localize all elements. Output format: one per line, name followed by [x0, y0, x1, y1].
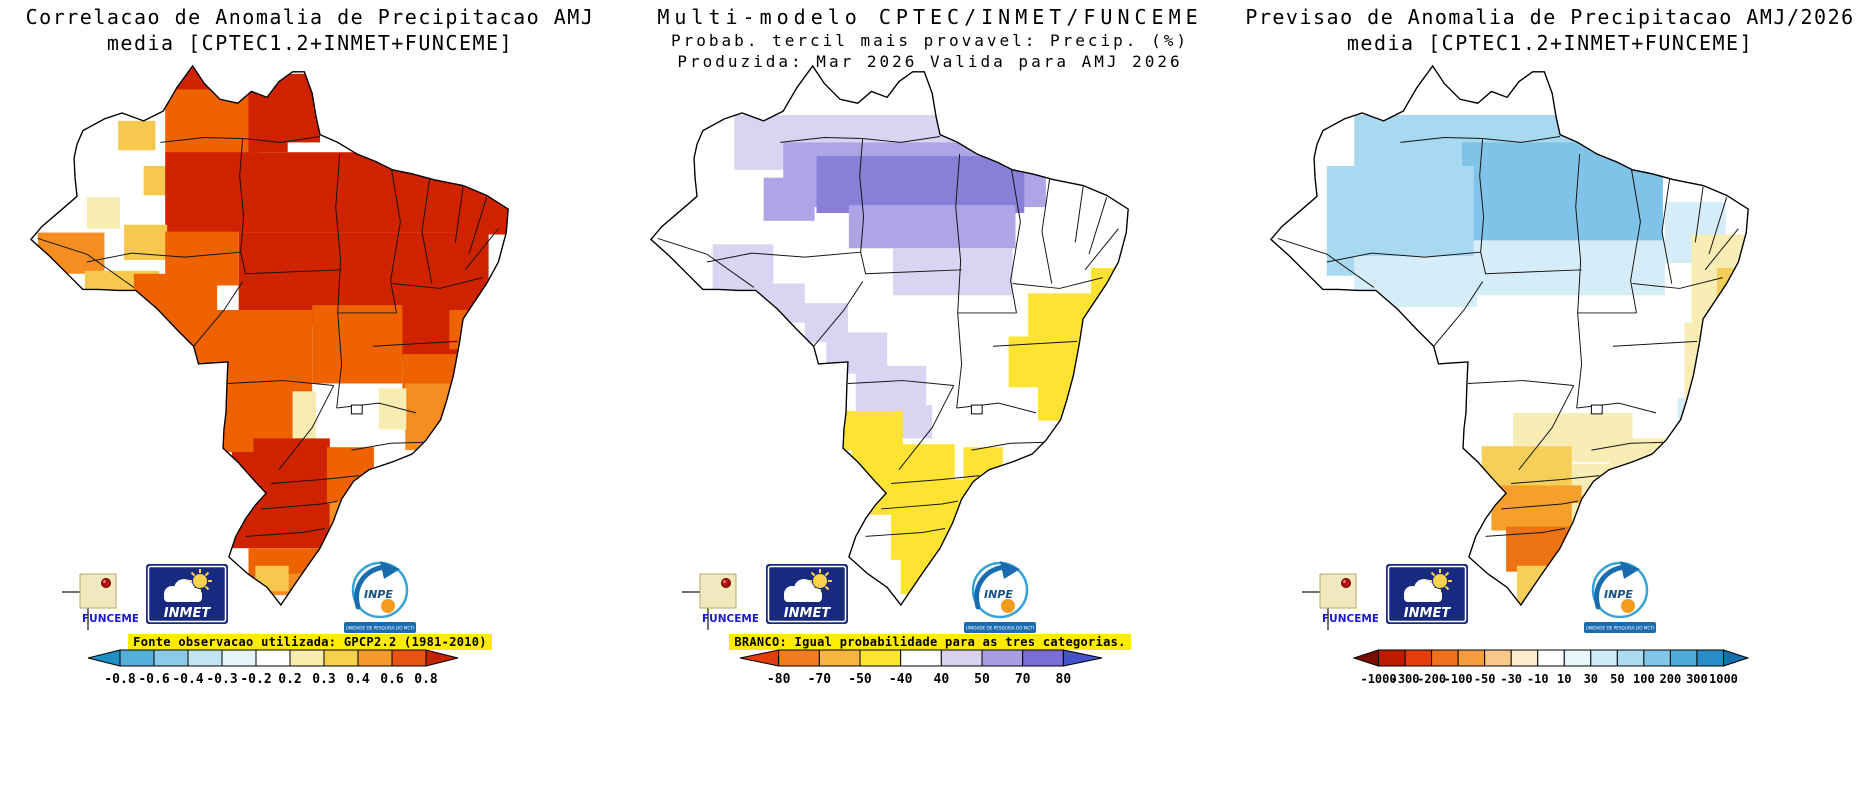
inpe-banner-label: UNIDADE DE PESQUISA DO MCTI [1586, 626, 1654, 631]
svg-text:-200: -200 [1417, 672, 1446, 686]
title-line: Multi-modelo CPTEC/INMET/FUNCEME [657, 5, 1203, 29]
inpe-label: INPE [984, 588, 1013, 601]
svg-text:30: 30 [1584, 672, 1598, 686]
svg-text:-80: -80 [767, 672, 791, 687]
funceme-square [1319, 573, 1357, 609]
panel-correlation: Correlacao de Anomalia de Precipitacao A… [0, 0, 620, 802]
inpe-label: INPE [1604, 588, 1633, 601]
svg-text:-100: -100 [1444, 672, 1473, 686]
funceme-dot [101, 578, 111, 588]
inpe-orange-dot [1001, 599, 1015, 613]
inpe-label: INPE [364, 588, 393, 601]
title-line: Probab. tercil mais provavel: Precip. (%… [671, 31, 1189, 50]
svg-text:-0.2: -0.2 [240, 672, 271, 687]
logo-row: FUNCEME INMET INPE UNIDADE DE PESQUISA D… [0, 560, 620, 638]
panel-correlation-title: Correlacao de Anomalia de Precipitacao A… [0, 4, 620, 56]
inmet-logo: INMET [766, 564, 848, 624]
svg-text:10: 10 [1557, 672, 1571, 686]
title-line: media [CPTEC1.2+INMET+FUNCEME] [1346, 31, 1754, 55]
title-line: Correlacao de Anomalia de Precipitacao A… [25, 5, 595, 29]
inpe-arrow [1000, 561, 1020, 579]
inmet-logo: INMET [146, 564, 228, 624]
brazil-map-anomaly [1269, 64, 1749, 607]
svg-text:300: 300 [1686, 672, 1708, 686]
panel-probability-title: Multi-modelo CPTEC/INMET/FUNCEME Probab.… [620, 4, 1240, 72]
inmet-label: INMET [784, 606, 832, 621]
inpe-arrow [1620, 561, 1640, 579]
panel-anomaly: Previsao de Anomalia de Precipitacao AMJ… [1240, 0, 1860, 802]
source-caption: Fonte observacao utilizada: GPCP2.2 (198… [128, 634, 492, 650]
inpe-banner [1584, 622, 1656, 633]
funceme-label: FUNCEME [702, 613, 758, 625]
funceme-label: FUNCEME [82, 613, 138, 625]
svg-text:50: 50 [1610, 672, 1624, 686]
svg-text:-30: -30 [1500, 672, 1522, 686]
svg-text:0.2: 0.2 [278, 672, 301, 687]
logo-row: FUNCEME INMET INPE UNIDADE DE PESQUISA D… [620, 560, 1240, 638]
colorbar-anomaly: -1000-300-200-100 -50 -30 -10 10 30 50 100 200 30… [1352, 649, 1750, 686]
brazil-map-probability [649, 64, 1129, 607]
svg-text:-40: -40 [889, 672, 913, 687]
inpe-swoosh [1594, 564, 1629, 610]
cloud-icon [164, 579, 202, 602]
svg-text:-70: -70 [808, 672, 832, 687]
brazil-map-correlation [29, 64, 509, 607]
funceme-logo: FUNCEME [62, 573, 138, 630]
funceme-label: FUNCEME [1322, 613, 1378, 625]
svg-text:70: 70 [1015, 672, 1031, 687]
svg-text:-0.4: -0.4 [172, 672, 203, 687]
svg-text:200: 200 [1660, 672, 1682, 686]
inpe-orange-dot [1621, 599, 1635, 613]
title-line: media [CPTEC1.2+INMET+FUNCEME] [106, 31, 514, 55]
svg-text:-300: -300 [1391, 672, 1420, 686]
svg-text:-0.8: -0.8 [104, 672, 135, 687]
svg-text:0.4: 0.4 [346, 672, 370, 687]
inmet-logo: INMET [1386, 564, 1468, 624]
inpe-banner-label: UNIDADE DE PESQUISA DO MCTI [966, 626, 1034, 631]
funceme-dot [721, 578, 731, 588]
branco-caption: BRANCO: Igual probabilidade para as tres… [729, 634, 1131, 650]
funceme-square [79, 573, 117, 609]
inpe-logo: INPE UNIDADE DE PESQUISA DO MCTI [1584, 561, 1656, 633]
svg-text:40: 40 [934, 672, 950, 687]
title-line: Produzida: Mar 2026 Valida para AMJ 2026 [677, 52, 1183, 71]
cloud-icon [784, 579, 822, 602]
funceme-dot [1341, 578, 1351, 588]
svg-text:0.6: 0.6 [380, 672, 404, 687]
inpe-banner-label: UNIDADE DE PESQUISA DO MCTI [346, 626, 414, 631]
panel-anomaly-title: Previsao de Anomalia de Precipitacao AMJ… [1240, 4, 1860, 56]
colorbar-correlation: -0.8 -0.6 -0.4 -0.3 -0.2 0.2 0.3 0.4 0.6 0.8 [87, 649, 459, 687]
inmet-label: INMET [164, 606, 212, 621]
svg-text:-50: -50 [1474, 672, 1496, 686]
inpe-swoosh [354, 564, 389, 610]
svg-text:0.3: 0.3 [312, 672, 335, 687]
inpe-banner [964, 622, 1036, 633]
inpe-swoosh [974, 564, 1009, 610]
title-line: Previsao de Anomalia de Precipitacao AMJ… [1245, 5, 1855, 29]
svg-text:-0.3: -0.3 [206, 672, 237, 687]
inmet-label: INMET [1404, 606, 1452, 621]
funceme-logo: FUNCEME [1302, 573, 1378, 630]
funceme-logo: FUNCEME [682, 573, 758, 630]
svg-text:-10: -10 [1527, 672, 1549, 686]
svg-text:80: 80 [1056, 672, 1072, 687]
svg-text:0.8: 0.8 [414, 672, 438, 687]
funceme-square [699, 573, 737, 609]
inpe-arrow [380, 561, 400, 579]
inpe-logo: INPE UNIDADE DE PESQUISA DO MCTI [344, 561, 416, 633]
svg-text:-1000: -1000 [1360, 672, 1396, 686]
inpe-orange-dot [381, 599, 395, 613]
inpe-banner [344, 622, 416, 633]
colorbar-probability: -80 -70 -50 -40 40 50 70 80 [739, 649, 1103, 687]
inpe-logo: INPE UNIDADE DE PESQUISA DO MCTI [964, 561, 1036, 633]
panel-probability: Multi-modelo CPTEC/INMET/FUNCEME Probab.… [620, 0, 1240, 802]
svg-text:50: 50 [974, 672, 990, 687]
cloud-icon [1404, 579, 1442, 602]
svg-text:-50: -50 [848, 672, 872, 687]
logo-row: FUNCEME INMET INPE UNIDADE DE PESQUISA D… [1240, 560, 1860, 638]
svg-text:-0.6: -0.6 [138, 672, 169, 687]
svg-text:100: 100 [1633, 672, 1655, 686]
svg-text:1000: 1000 [1709, 672, 1738, 686]
